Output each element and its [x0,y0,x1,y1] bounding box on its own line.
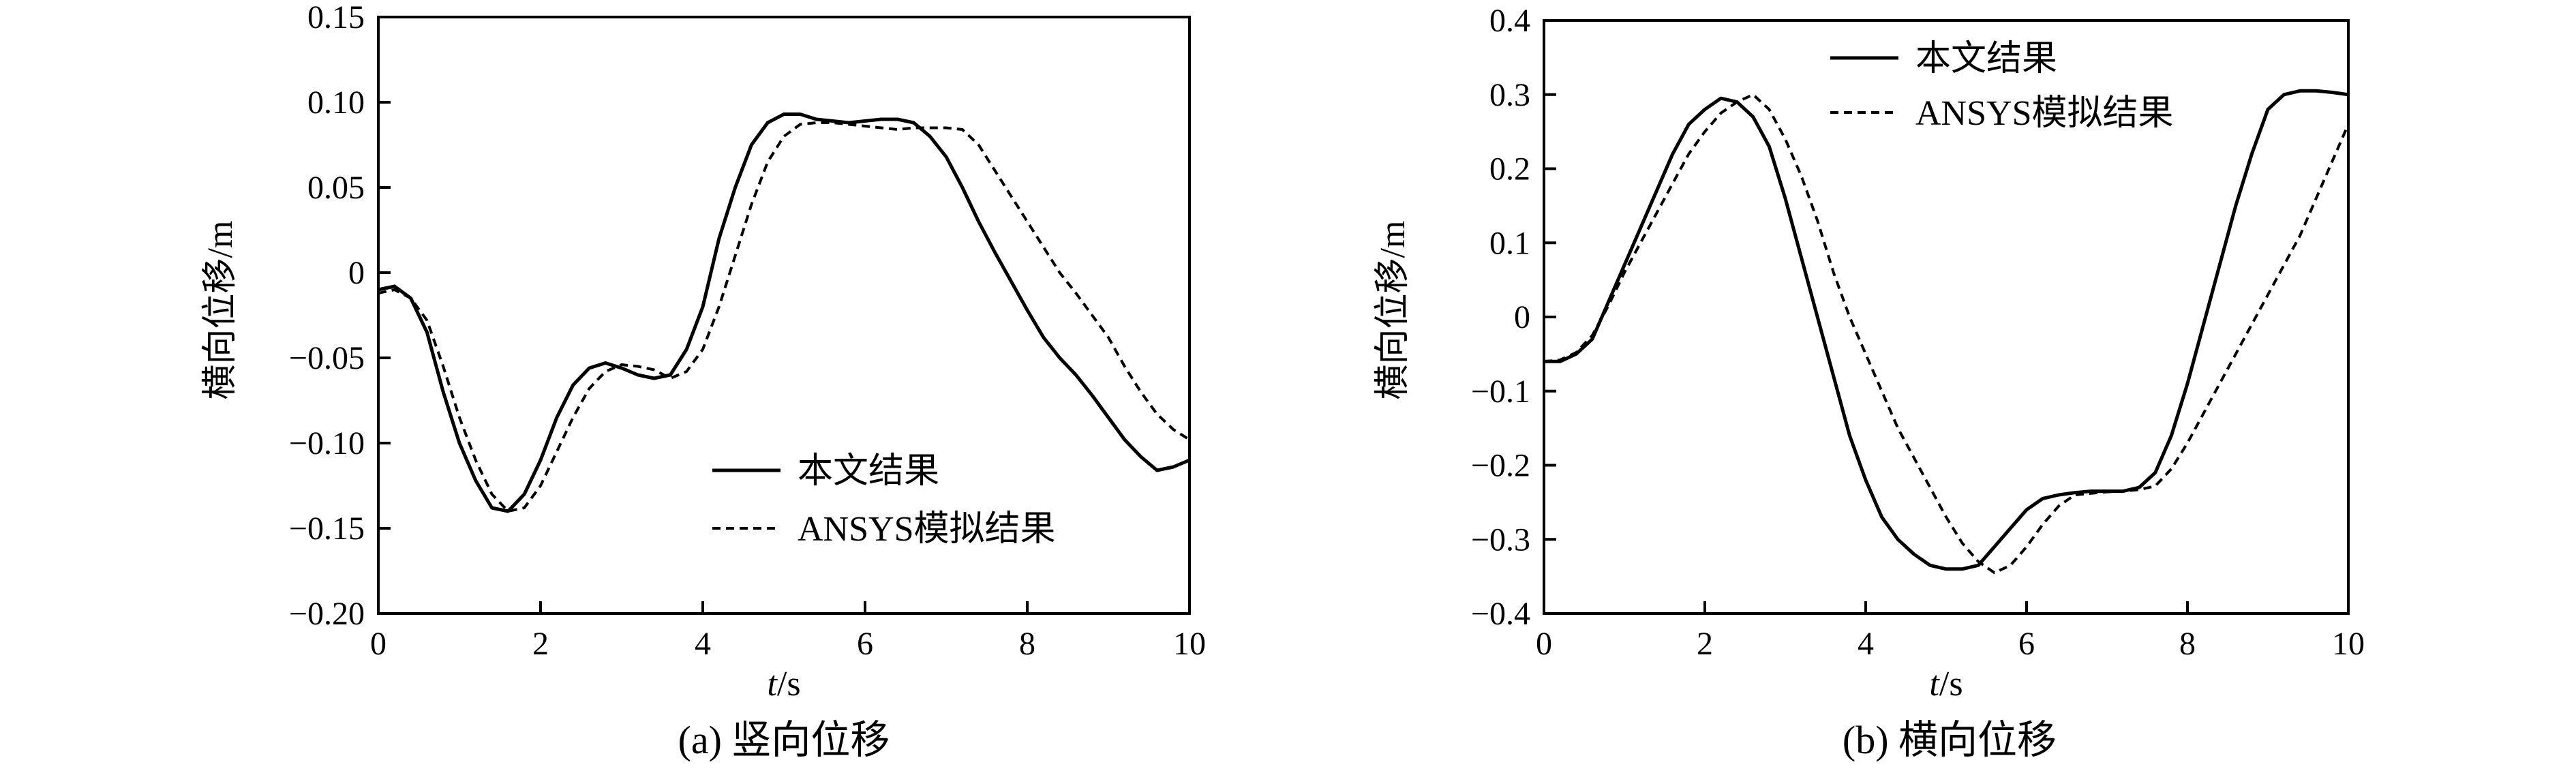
y-tick-label: 0.3 [1489,77,1530,113]
chart-caption: (b) 横向位移 [1843,718,2057,762]
y-tick-label: 0.15 [307,0,365,35]
y-tick-label: 0.1 [1489,225,1530,261]
x-tick-label: 4 [695,626,711,662]
x-axis-unit: /s [1939,665,1963,703]
legend: 本文结果 ANSYS模拟结果 [712,452,1056,549]
y-tick-label: 0.10 [307,85,365,121]
series-line-this-paper [1544,89,2349,571]
y-axis-title: 横向位移/m [201,221,240,400]
x-axis-variable: t [1929,665,1940,703]
x-tick-label: 8 [2179,626,2196,662]
x-tick-label: 0 [370,626,387,662]
y-tick-label: −0.10 [289,425,365,461]
legend-label: 本文结果 [798,452,939,491]
chart-a-vertical-displacement: 0 2 4 6 8 10 0.15 0.10 0.05 0 −0.05 −0.10 −0.15 −0.20… [201,0,1206,762]
legend: 本文结果 ANSYS模拟结果 [1830,40,2174,133]
x-tick-label: 8 [1019,626,1035,662]
x-tick-label: 0 [1536,626,1552,662]
legend-label: 本文结果 [1915,40,2057,78]
x-tick-label: 6 [2018,626,2035,662]
y-tick-label: −0.1 [1471,374,1530,410]
legend-label: ANSYS模拟结果 [798,510,1056,549]
y-tick-label: −0.15 [289,511,365,547]
legend-label: ANSYS模拟结果 [1915,94,2174,133]
chart-b-lateral-displacement: 0 2 4 6 8 10 0.4 0.3 0.2 0.1 0 −0.1 −0.2 −0.3 −0.4 横向位移… [1374,3,2365,762]
y-tick-label: 0.05 [307,170,365,206]
x-tick-label: 6 [857,626,873,662]
x-tick-label: 2 [532,626,549,662]
series-line-ansys [1543,93,2350,575]
x-axis-variable: t [767,665,778,703]
series-line-this-paper [378,112,1190,513]
x-tick-label: 10 [2332,626,2365,662]
y-tick-label: 0.2 [1489,151,1530,187]
x-axis-title: t/s [1929,665,1963,703]
series-line-ansys [378,121,1191,513]
x-axis-title: t/s [767,665,800,703]
plot-frame [377,16,1191,615]
x-tick-label: 2 [1697,626,1713,662]
x-tick-label: 10 [1173,626,1206,662]
y-tick-label: −0.05 [289,340,365,376]
y-tick-label: 0 [1514,299,1530,335]
y-tick-label: −0.20 [289,596,365,632]
y-axis-title: 横向位移/m [1374,221,1412,400]
y-tick-label: −0.3 [1471,521,1530,558]
y-tick-label: 0.4 [1489,3,1530,39]
x-axis-unit: /s [777,665,801,703]
y-tick-label: −0.2 [1471,448,1530,484]
chart-caption: (a) 竖向位移 [678,718,890,762]
y-tick-label: 0 [348,255,365,291]
y-tick-label: −0.4 [1471,596,1530,632]
x-tick-label: 4 [1858,626,1874,662]
